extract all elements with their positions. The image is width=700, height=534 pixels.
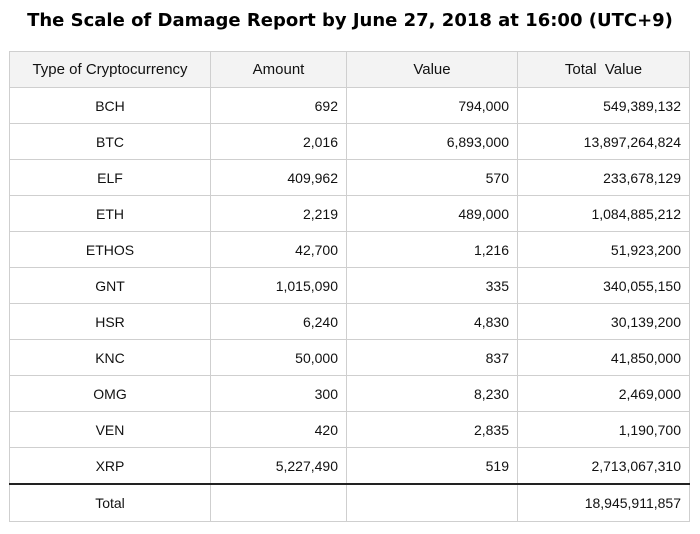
cell-total-value: 340,055,150: [517, 267, 690, 304]
cell-total-value: 1,190,700: [517, 411, 690, 448]
cell-value: 519: [346, 447, 518, 485]
cell-total-value: 30,139,200: [517, 303, 690, 340]
cell-value: 570: [346, 159, 518, 196]
cell-type: ETHOS: [9, 231, 211, 268]
cell-amount: 692: [210, 87, 347, 124]
cell-value: 1,216: [346, 231, 518, 268]
cell-type: ELF: [9, 159, 211, 196]
cell-amount: 42,700: [210, 231, 347, 268]
damage-report-table: Type of Cryptocurrency Amount Value Tota…: [9, 51, 690, 522]
cell-amount: 6,240: [210, 303, 347, 340]
table-row: ETH 2,219 489,000 1,084,885,212: [9, 195, 690, 232]
cell-type: GNT: [9, 267, 211, 304]
cell-total-value: 41,850,000: [517, 339, 690, 376]
table-row: ELF 409,962 570 233,678,129: [9, 159, 690, 196]
cell-value: 6,893,000: [346, 123, 518, 160]
cell-total-value: 13,897,264,824: [517, 123, 690, 160]
total-total-value: 18,945,911,857: [517, 483, 690, 522]
cell-value: 837: [346, 339, 518, 376]
header-amount: Amount: [210, 51, 347, 88]
cell-value: 335: [346, 267, 518, 304]
table-row: ETHOS 42,700 1,216 51,923,200: [9, 231, 690, 268]
cell-type: VEN: [9, 411, 211, 448]
table-row: BTC 2,016 6,893,000 13,897,264,824: [9, 123, 690, 160]
cell-amount: 5,227,490: [210, 447, 347, 485]
header-value: Value: [346, 51, 518, 88]
cell-type: BCH: [9, 87, 211, 124]
cell-total-value: 2,469,000: [517, 375, 690, 412]
table-header-row: Type of Cryptocurrency Amount Value Tota…: [9, 51, 690, 88]
cell-total-value: 2,713,067,310: [517, 447, 690, 485]
cell-total-value: 549,389,132: [517, 87, 690, 124]
cell-amount: 420: [210, 411, 347, 448]
cell-value: 489,000: [346, 195, 518, 232]
table-row: OMG 300 8,230 2,469,000: [9, 375, 690, 412]
total-label: Total: [9, 483, 211, 522]
table-row: BCH 692 794,000 549,389,132: [9, 87, 690, 124]
table-row: XRP 5,227,490 519 2,713,067,310: [9, 447, 690, 485]
total-amount: [210, 483, 347, 522]
cell-amount: 1,015,090: [210, 267, 347, 304]
cell-value: 8,230: [346, 375, 518, 412]
header-total-value: Total Value: [517, 51, 690, 88]
cell-type: XRP: [9, 447, 211, 485]
cell-amount: 409,962: [210, 159, 347, 196]
cell-type: OMG: [9, 375, 211, 412]
cell-type: HSR: [9, 303, 211, 340]
table-row: KNC 50,000 837 41,850,000: [9, 339, 690, 376]
total-value-cell: [346, 483, 518, 522]
table-row: GNT 1,015,090 335 340,055,150: [9, 267, 690, 304]
report-title: The Scale of Damage Report by June 27, 2…: [27, 10, 673, 31]
cell-type: ETH: [9, 195, 211, 232]
cell-amount: 2,219: [210, 195, 347, 232]
cell-value: 794,000: [346, 87, 518, 124]
cell-amount: 50,000: [210, 339, 347, 376]
table-row: HSR 6,240 4,830 30,139,200: [9, 303, 690, 340]
cell-total-value: 1,084,885,212: [517, 195, 690, 232]
total-row: Total 18,945,911,857: [9, 483, 690, 522]
cell-type: KNC: [9, 339, 211, 376]
cell-value: 2,835: [346, 411, 518, 448]
cell-amount: 300: [210, 375, 347, 412]
cell-type: BTC: [9, 123, 211, 160]
table-row: VEN 420 2,835 1,190,700: [9, 411, 690, 448]
header-type: Type of Cryptocurrency: [9, 51, 211, 88]
cell-total-value: 51,923,200: [517, 231, 690, 268]
cell-value: 4,830: [346, 303, 518, 340]
cell-total-value: 233,678,129: [517, 159, 690, 196]
cell-amount: 2,016: [210, 123, 347, 160]
